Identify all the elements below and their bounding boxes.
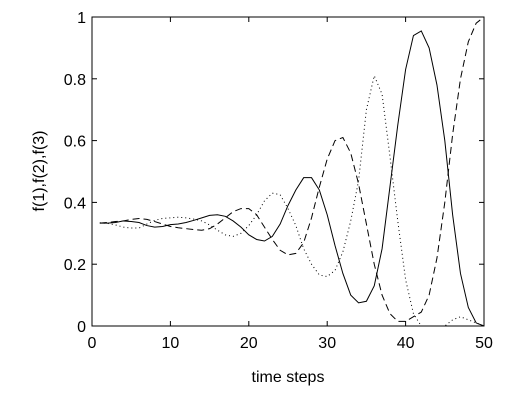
x-tick-label: 0 bbox=[88, 335, 97, 352]
y-tick-label: 0 bbox=[77, 319, 86, 336]
x-tick-label: 40 bbox=[397, 335, 415, 352]
y-tick-label: 1 bbox=[77, 10, 86, 27]
y-tick-label: 0.4 bbox=[64, 195, 86, 212]
y-tick-label: 0.6 bbox=[64, 134, 86, 151]
y-tick-label: 0.2 bbox=[64, 257, 86, 274]
y-axis-label: f(1),f(2),f(3) bbox=[31, 131, 48, 212]
x-tick-label: 30 bbox=[318, 335, 336, 352]
x-tick-label: 20 bbox=[240, 335, 258, 352]
series-line bbox=[99, 16, 485, 322]
series-line bbox=[99, 30, 485, 327]
x-tick-label: 50 bbox=[475, 335, 493, 352]
axes-box bbox=[91, 16, 485, 327]
x-tick-label: 10 bbox=[162, 335, 180, 352]
y-tick-label: 0.8 bbox=[64, 72, 86, 89]
x-axis-label: time steps bbox=[252, 369, 325, 386]
